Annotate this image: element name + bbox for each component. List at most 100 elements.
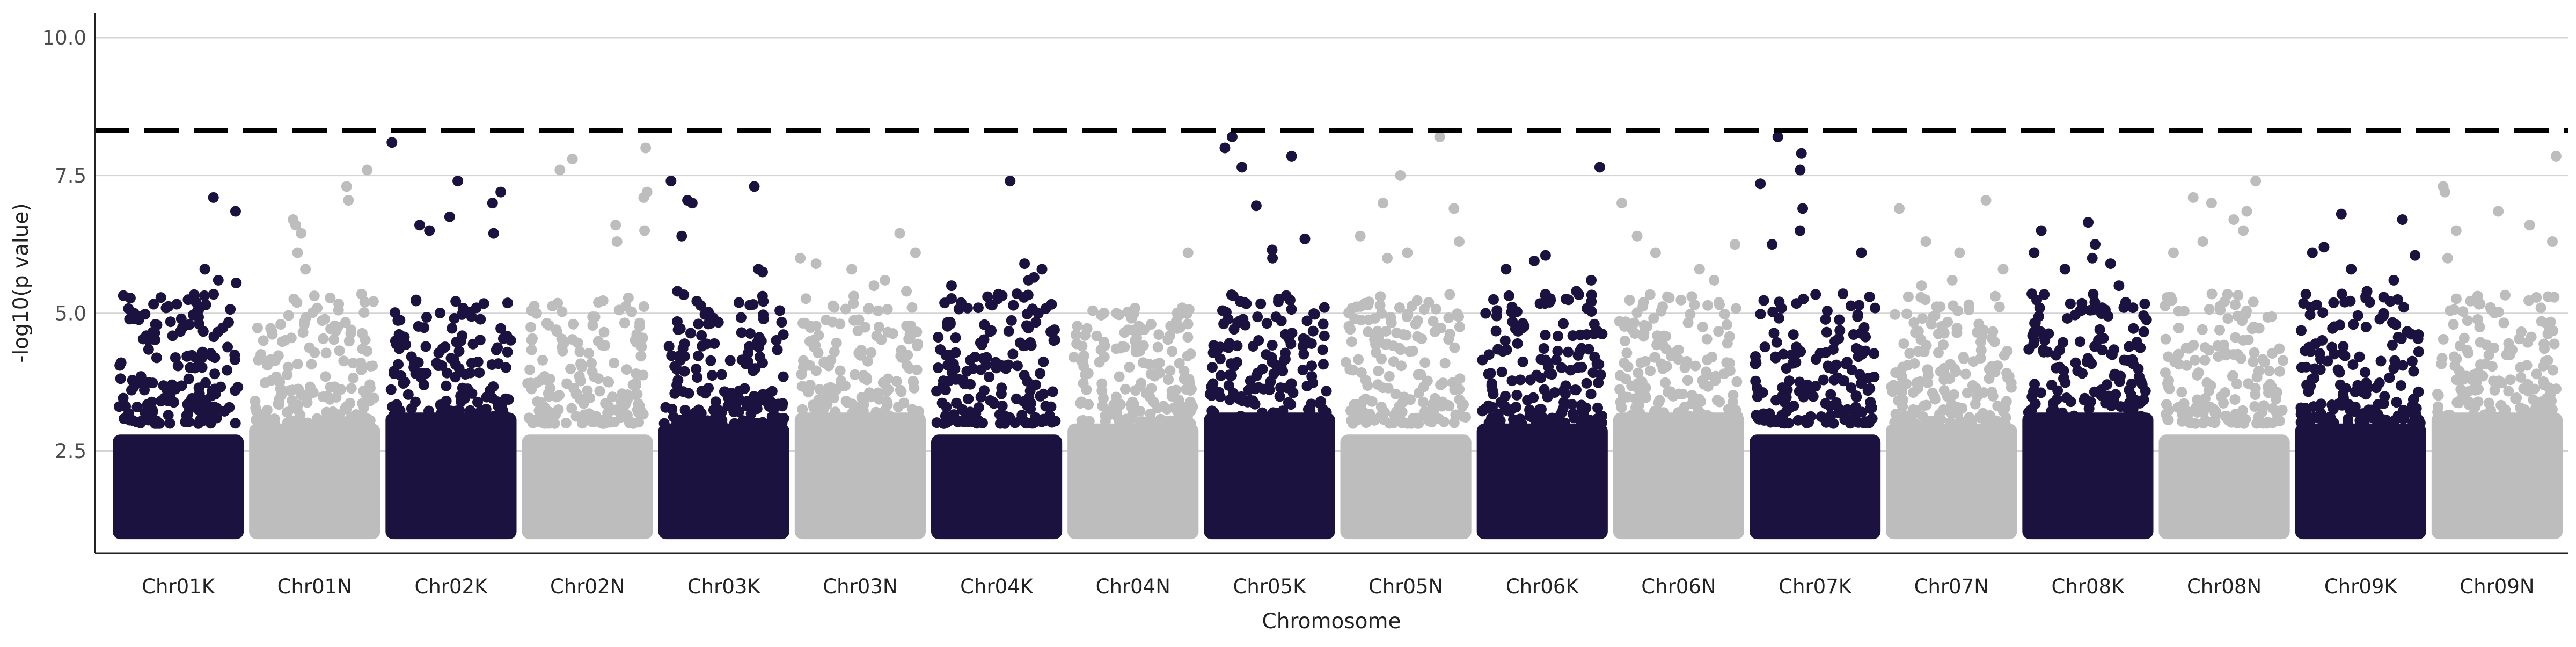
snp-point [2391,397,2402,408]
snp-point [576,418,588,429]
snp-top-point [230,206,241,217]
snp-band [113,434,244,540]
snp-point [163,395,174,406]
snp-top-point [1772,131,1783,142]
snp-point [2339,296,2351,308]
snp-point [2258,400,2270,411]
snp-point [1386,317,1397,329]
x-tick-label: Chr06N [1641,575,1716,598]
snp-point [830,406,841,418]
snp-point [913,416,925,427]
snp-point [623,292,634,303]
snp-point [750,397,761,409]
snp-point [1003,325,1014,337]
snp-point [2250,389,2261,400]
snp-point [2129,398,2141,409]
snp-point [435,307,446,318]
snp-point [2248,321,2259,332]
snp-point [1771,337,1782,348]
snp-top-point [1528,255,1540,266]
snp-point [291,404,303,415]
snp-point [1240,319,1251,331]
x-tick-label: Chr05K [1233,575,1307,598]
snp-point [2122,355,2133,366]
snp-point [630,377,641,389]
snp-point [2248,296,2259,308]
snp-point [2389,355,2401,366]
snp-point [183,373,194,384]
snp-point [1992,401,2003,412]
snp-point [1935,413,1946,425]
snp-point [622,389,633,401]
snp-point [172,360,184,372]
snp-point [1915,334,1927,345]
snp-point [1816,411,1827,423]
snp-point [545,413,556,425]
snp-point [1418,304,1430,315]
snp-point [1252,311,1263,323]
snp-point [772,344,783,355]
axis-layer [94,13,2568,554]
snp-point [2233,290,2244,301]
snp-point [1280,290,1292,301]
snp-point [2138,394,2149,405]
snp-point [2438,333,2449,345]
snp-top-point [1454,236,1465,248]
snp-point [1181,412,1192,423]
snp-point [758,296,769,307]
snp-point [2251,372,2263,383]
snp-point [332,321,343,332]
snp-point [2243,334,2254,345]
snp-point [2237,315,2248,326]
snp-point [2025,404,2037,415]
snp-point [1301,381,1313,392]
snp-point [2377,310,2389,322]
snp-point [1834,314,1845,325]
snp-point [1574,346,1585,357]
snp-top-point [910,247,921,258]
snp-point [774,305,786,316]
snp-point [1978,387,1989,398]
snp-point [691,295,702,307]
snp-point [1889,309,1900,320]
snp-point [1306,360,1318,372]
snp-point [1261,318,1272,329]
snp-point [1686,398,1697,410]
snp-point [2300,288,2311,300]
snp-point [2388,363,2399,374]
snp-point [1758,295,1769,306]
snp-point [621,364,632,375]
snp-point [1865,397,1876,408]
snp-top-point [665,176,677,187]
snp-point [1580,402,1592,413]
snp-point [807,399,818,411]
snp-point [1821,306,1833,317]
snp-point [368,296,379,307]
snp-point [1454,373,1466,384]
snp-point [1419,357,1431,368]
snp-point [598,326,610,338]
snp-point [283,310,294,321]
snp-point [225,304,236,315]
snp-point [488,411,500,422]
snp-point [2295,325,2307,336]
snp-point [460,368,471,380]
snp-point [474,335,486,346]
snp-point [1540,330,1551,341]
snp-point [2472,290,2483,302]
snp-point [2537,417,2549,428]
snp-point [1510,402,1521,413]
snp-point [229,354,240,365]
snp-point [2514,333,2525,345]
snp-top-point [2113,280,2125,292]
snp-point [1306,398,1317,410]
snp-point [1380,325,1392,337]
snp-band [931,434,1063,540]
snp-point [1856,406,1868,418]
snp-point [480,417,491,428]
x-tick-labels: Chr01K Chr01N Chr02K Chr02N Chr03K Chr03N Chr0… [142,575,2534,598]
snp-point [2084,304,2096,316]
snp-point [586,358,597,369]
snp-point [1206,362,1218,373]
snp-point [2103,310,2114,322]
